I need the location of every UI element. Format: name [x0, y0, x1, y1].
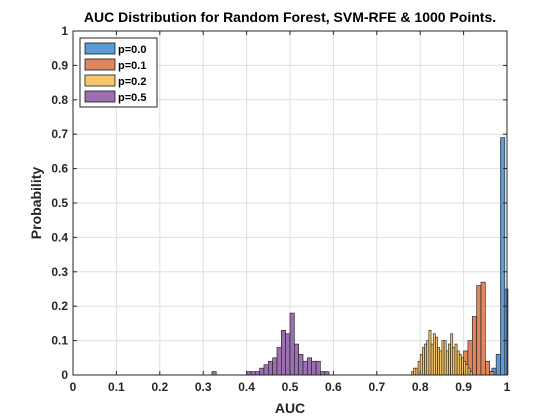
histogram-bar-p-0-2 [430, 343, 434, 376]
histogram-bar-p-0-1 [480, 281, 486, 376]
histogram-bar-p-0-5 [259, 367, 265, 376]
histogram-bar-p-0-2 [467, 367, 471, 376]
histogram-bar-p-0-5 [289, 312, 295, 376]
y-tick-label: 0.8 [51, 93, 68, 107]
histogram-bar-p-0-2 [413, 367, 417, 376]
y-tick-label: 0.4 [51, 230, 68, 244]
x-tick-label: 0.6 [325, 380, 342, 394]
histogram-bar-p-0-5 [324, 371, 330, 376]
histogram-bar-p-0-2 [435, 336, 438, 376]
x-tick-label: 0.8 [412, 380, 429, 394]
histogram-bar-p-0-5 [267, 360, 273, 376]
histogram-bar-p-0-2 [441, 340, 445, 376]
histogram-bar-p-0-2 [428, 329, 432, 376]
x-tick-label: 0.9 [455, 380, 472, 394]
histogram-bar-p-0-1 [489, 371, 495, 376]
histogram-bar-p-0-2 [424, 343, 428, 376]
histogram-bar-p-0-2 [454, 343, 458, 376]
histogram-bar-p-0-2 [465, 364, 469, 376]
x-tick-label: 0.7 [368, 380, 385, 394]
chart-title: AUC Distribution for Random Forest, SVM-… [84, 9, 496, 25]
histogram-bar-p-0-2 [469, 371, 473, 376]
histogram-bar-p-0-1 [471, 316, 477, 376]
legend-swatch [84, 90, 116, 103]
y-axis-title: Probability [28, 167, 44, 240]
y-tick-label: 0.3 [51, 265, 68, 279]
y-tick-labels: 0 0.1 0.2 0.3 0.4 0.5 0.6 0.7 0.8 0.9 1 [51, 24, 68, 382]
histogram-bar-p-0-2 [456, 350, 460, 376]
y-tick-label: 0 [61, 368, 68, 382]
histogram-bar-p-0-0 [504, 288, 509, 376]
x-tick-label: 0.1 [108, 380, 125, 394]
x-tick-label: 0.5 [282, 380, 299, 394]
y-tick-label: 0.6 [51, 162, 68, 176]
histogram-bar-p-0-2 [450, 333, 454, 376]
legend-label: p=0.0 [118, 44, 146, 56]
x-tick-label: 0.3 [195, 380, 212, 394]
y-tick-label: 0.7 [51, 127, 68, 141]
histogram-bar-p-0-2 [448, 343, 451, 376]
y-tick-label: 0.2 [51, 299, 68, 313]
histogram-bar-p-0-2 [443, 340, 447, 376]
grid-lines [73, 31, 507, 375]
histogram-bar-p-0-5 [281, 329, 286, 376]
histogram-bar-p-0-5 [272, 357, 278, 376]
legend-label: p=0.1 [118, 60, 146, 72]
histogram-bar-p-0-5 [311, 360, 317, 376]
histogram-bar-p-0-5 [285, 333, 291, 376]
y-tick-label: 0.9 [51, 58, 68, 72]
x-tick-labels: 0 0.1 0.2 0.3 0.4 0.5 0.6 0.7 0.8 0.9 1 [70, 380, 511, 394]
y-tick-label: 0.5 [51, 196, 68, 210]
histogram-bar-p-0-5 [294, 343, 299, 376]
legend-swatch [84, 42, 116, 55]
histogram-bar-p-0-0 [495, 354, 501, 376]
histogram-bar-p-0-2 [437, 347, 441, 376]
histogram-bar-p-0-5 [315, 360, 321, 376]
histogram-bar-p-0-5 [250, 371, 256, 376]
histogram-bar-p-0-5 [298, 354, 304, 376]
histogram-bar-p-0-1 [476, 285, 482, 376]
histogram-bar-p-0-2 [422, 347, 425, 376]
axis-ticks [72, 30, 508, 376]
legend-swatch [84, 74, 116, 87]
y-tick-label: 0.1 [51, 334, 68, 348]
histogram-bar-p-0-2 [452, 347, 456, 376]
legend-label: p=0.2 [118, 76, 146, 88]
x-tick-label: 0.4 [238, 380, 255, 394]
legend: p=0.0 p=0.1 p=0.2 p=0.5 [79, 37, 158, 108]
histogram-bar-p-0-5 [246, 371, 252, 376]
histogram-bar-p-0-2 [445, 350, 449, 376]
histogram-bar-p-0-5 [263, 364, 269, 376]
histogram-bar-p-0-5 [211, 371, 217, 376]
x-tick-label: 0 [70, 380, 77, 394]
x-tick-label: 1 [504, 380, 511, 394]
histogram-bar-p-0-0 [500, 137, 506, 376]
histogram-bar-p-0-2 [411, 371, 414, 376]
legend-label: p=0.5 [118, 92, 146, 104]
y-tick-label: 1 [61, 24, 68, 38]
x-tick-label: 0.2 [151, 380, 168, 394]
histogram-bar-p-0-5 [276, 347, 282, 376]
histogram-bar-p-0-2 [432, 333, 436, 376]
histogram-bar-p-0-1 [484, 360, 490, 376]
histogram-bar-p-0-2 [426, 340, 430, 376]
histogram-bar-p-0-2 [439, 350, 443, 376]
x-axis-title: AUC [275, 400, 305, 416]
legend-swatch [84, 58, 116, 71]
histogram-bar-p-0-2 [458, 354, 462, 376]
histogram-bar-p-0-5 [254, 371, 260, 376]
histogram-bar-p-0-5 [302, 360, 308, 376]
histogram-bar-p-0-5 [320, 371, 326, 376]
histogram-bar-p-0-5 [307, 357, 312, 376]
histogram-bar-p-0-2 [415, 367, 419, 376]
histogram-bars [211, 137, 509, 376]
